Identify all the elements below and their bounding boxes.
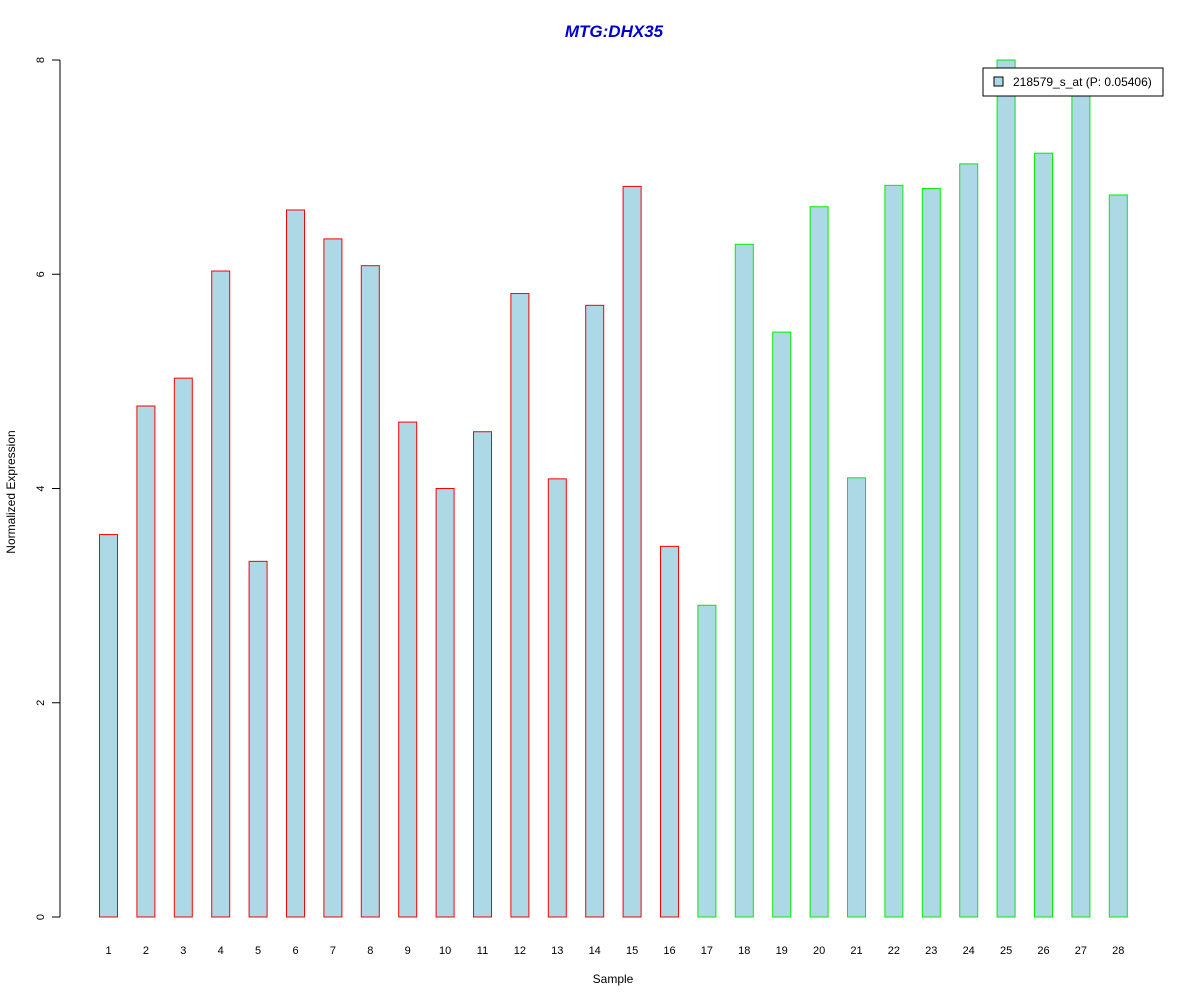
x-axis-label: Sample (593, 972, 634, 986)
bar-sample-3 (173, 377, 193, 918)
y-axis: 0 2 4 6 8 (35, 57, 61, 920)
x-tick-label: 10 (439, 945, 451, 957)
bar-sample-8 (360, 265, 380, 918)
bar-sample-7 (323, 238, 343, 918)
bar-sample-21 (847, 477, 866, 918)
bar-sample-4 (211, 270, 231, 918)
x-tick-label: 2 (143, 945, 149, 957)
legend-label: 218579_s_at (P: 0.05406) (1013, 75, 1152, 89)
x-tick-label: 1 (105, 945, 111, 957)
x-tick-label: 7 (330, 945, 336, 957)
x-tick-label: 3 (180, 945, 186, 957)
y-tick-label: 2 (35, 700, 47, 706)
x-tick-label: 9 (405, 945, 411, 957)
y-tick-label: 6 (35, 271, 47, 277)
x-tick-labels: 1 2 3 4 5 6 7 8 9 10 11 12 13 14 15 16 17 18 19 20 21 22 23 24 2… (105, 945, 1124, 957)
x-tick-label: 19 (776, 945, 788, 957)
bar-sample-15 (622, 185, 642, 918)
x-tick-label: 18 (738, 945, 750, 957)
x-tick-label: 14 (589, 945, 601, 957)
x-tick-label: 6 (292, 945, 298, 957)
x-tick-label: 28 (1112, 945, 1124, 957)
x-tick-label: 20 (813, 945, 825, 957)
x-tick-label: 17 (701, 945, 713, 957)
bar-sample-11 (473, 431, 492, 918)
bar-sample-5 (248, 560, 268, 918)
bar-sample-28 (1108, 194, 1128, 918)
bar-sample-23 (921, 188, 941, 918)
bar-sample-24 (959, 163, 979, 918)
x-tick-label: 26 (1037, 945, 1049, 957)
x-tick-label: 22 (888, 945, 900, 957)
legend-swatch (993, 76, 1004, 87)
x-tick-label: 27 (1075, 945, 1087, 957)
bars (99, 59, 1128, 918)
bar-sample-25 (996, 59, 1016, 918)
bar-sample-20 (809, 206, 829, 918)
bar-sample-16 (660, 545, 679, 918)
bar-sample-26 (1034, 152, 1053, 918)
bar-sample-27 (1071, 80, 1091, 918)
x-tick-label: 23 (925, 945, 937, 957)
y-axis-label: Normalized Expression (4, 430, 18, 553)
y-tick-label: 4 (35, 485, 47, 491)
bar-sample-14 (585, 304, 605, 918)
x-tick-label: 15 (626, 945, 638, 957)
bar-sample-9 (398, 421, 418, 918)
y-tick-label: 0 (35, 914, 47, 920)
legend-box (982, 67, 1164, 97)
x-tick-label: 8 (367, 945, 373, 957)
y-tick-label: 8 (35, 57, 47, 63)
x-tick-label: 5 (255, 945, 261, 957)
x-tick-label: 4 (218, 945, 224, 957)
x-tick-label: 12 (514, 945, 526, 957)
bar-sample-12 (510, 293, 530, 918)
x-tick-label: 16 (663, 945, 675, 957)
bar-sample-18 (734, 243, 754, 918)
x-tick-label: 25 (1000, 945, 1012, 957)
legend: 218579_s_at (P: 0.05406) (982, 67, 1164, 97)
x-tick-label: 21 (850, 945, 862, 957)
bar-sample-22 (884, 184, 904, 918)
bar-sample-10 (435, 488, 455, 918)
bar-sample-17 (697, 604, 717, 918)
x-tick-label: 13 (551, 945, 563, 957)
bar-sample-1 (99, 534, 118, 918)
bar-sample-19 (772, 331, 792, 918)
x-tick-label: 11 (477, 945, 488, 957)
chart-title: MTG:DHX35 (565, 22, 664, 41)
x-tick-label: 24 (963, 945, 975, 957)
bar-sample-13 (547, 478, 567, 918)
bar-sample-2 (136, 405, 156, 918)
bar-sample-6 (286, 209, 305, 918)
